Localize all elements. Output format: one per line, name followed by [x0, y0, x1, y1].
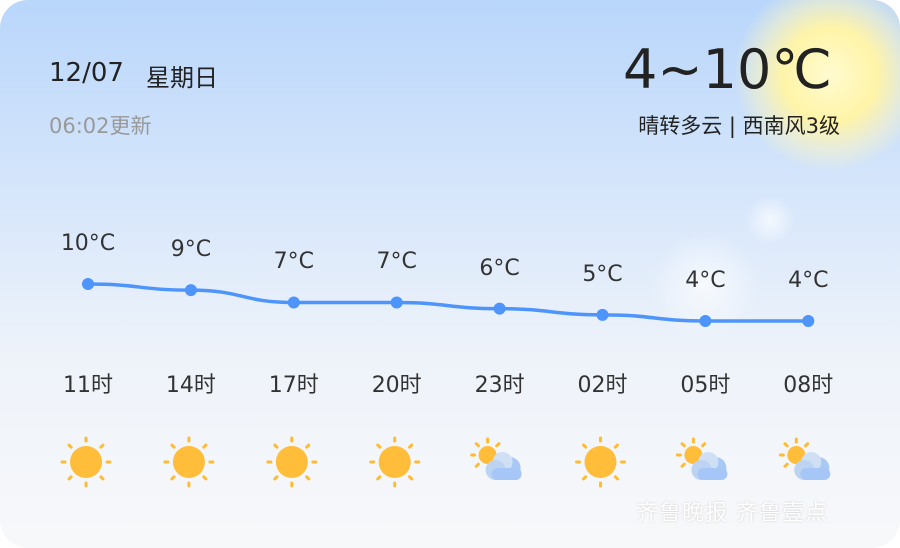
hour-label: 02时 — [577, 373, 628, 398]
sun-icon — [369, 436, 421, 488]
temperature-label: 7°C — [273, 249, 314, 275]
sun-icon — [266, 436, 318, 488]
temperature-label: 7°C — [376, 249, 417, 275]
date: 12/07 — [49, 58, 124, 88]
hour-label: 08时 — [783, 373, 834, 398]
hour-label: 11时 — [63, 373, 113, 398]
update-time: 06:02更新 — [49, 114, 152, 138]
temperature-point — [596, 308, 609, 321]
hour-label: 23时 — [474, 373, 525, 398]
sun-icon — [163, 436, 215, 488]
temperature-label: 5°C — [582, 261, 623, 287]
watermark: 齐鲁晚报 齐鲁壹点 — [636, 501, 828, 526]
sun-glow-decoration — [735, 0, 900, 170]
temperature-label: 9°C — [170, 237, 212, 263]
temperature-line — [87, 282, 809, 323]
hour-label: 20时 — [371, 373, 422, 398]
partly-cloudy-icon — [778, 437, 831, 480]
temperature-point — [699, 315, 712, 327]
temperature-label: 6°C — [479, 255, 520, 281]
weekday: 星期日 — [146, 64, 218, 92]
temperature-point — [802, 315, 815, 327]
temperature-label: 4°C — [685, 268, 726, 293]
temperature-point — [82, 277, 94, 290]
temperature-point — [287, 296, 300, 309]
temperature-label: 10°C — [60, 230, 116, 256]
partly-cloudy-icon — [675, 437, 728, 480]
sun-icon — [575, 436, 626, 488]
temperature-point — [493, 302, 506, 315]
temperature-point — [390, 296, 403, 309]
hour-label: 14时 — [165, 373, 216, 398]
sun-icon — [60, 436, 112, 488]
weather-description: 晴转多云 | 西南风3级 — [638, 114, 840, 138]
temperature-point — [184, 284, 197, 297]
partly-cloudy-icon — [470, 437, 522, 480]
temperature-label: 4°C — [788, 268, 829, 293]
hour-label: 05时 — [680, 373, 731, 398]
hour-label: 17时 — [268, 373, 319, 398]
orb-decoration — [745, 195, 795, 245]
temperature-range: 4~10℃ — [623, 38, 832, 101]
